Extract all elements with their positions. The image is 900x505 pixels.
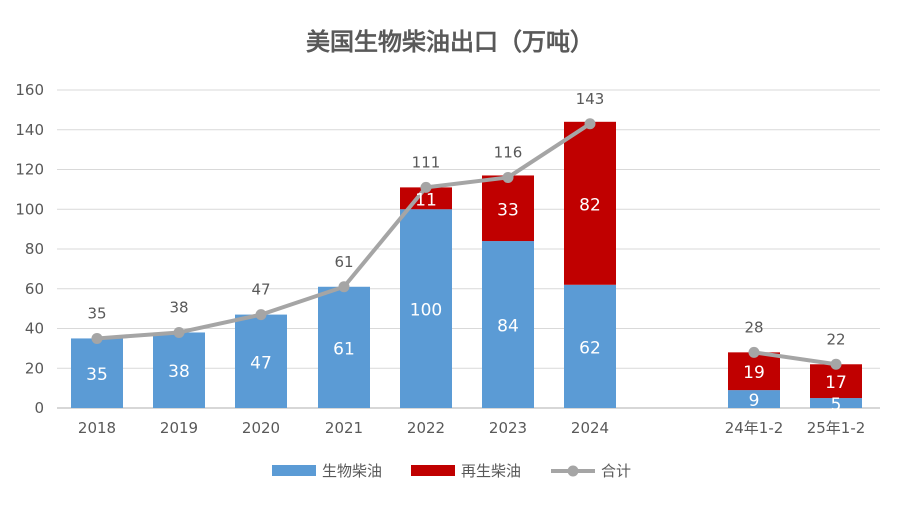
bar-renewable-diesel — [564, 121, 616, 285]
x-tick-label: 2018 — [78, 419, 116, 437]
bar-renewable-diesel — [482, 175, 534, 242]
bars — [71, 121, 862, 408]
x-tick-label: 2021 — [325, 419, 363, 437]
legend-swatch-biodiesel — [272, 465, 316, 476]
y-tick-label: 20 — [25, 359, 44, 377]
bar-value-label: 61 — [333, 339, 355, 359]
y-tick-label: 80 — [25, 240, 44, 258]
bar-value-label: 9 — [749, 391, 760, 411]
x-tick-label: 24年1-2 — [725, 419, 784, 437]
x-tick-label: 2023 — [489, 419, 527, 437]
bar-biodiesel — [564, 284, 616, 408]
bar-biodiesel — [728, 390, 780, 408]
total-value-label: 35 — [87, 304, 106, 322]
total-value-label: 111 — [412, 153, 441, 171]
y-tick-label: 160 — [15, 81, 44, 99]
total-value-label: 22 — [826, 330, 845, 348]
x-tick-label: 2019 — [160, 419, 198, 437]
total-point — [338, 281, 350, 293]
bar-value-label: 33 — [497, 200, 519, 220]
bar-biodiesel — [235, 314, 287, 408]
bar-value-label: 82 — [579, 195, 601, 215]
total-point — [748, 346, 760, 358]
y-tick-label: 100 — [15, 200, 44, 218]
chart-title: 美国生物柴油出口（万吨） — [306, 28, 594, 56]
x-tick-label: 25年1-2 — [807, 419, 866, 437]
total-value-label: 61 — [334, 253, 353, 271]
x-tick-label: 2020 — [242, 419, 280, 437]
bar-value-label: 35 — [86, 365, 108, 385]
bar-value-label: 5 — [831, 395, 842, 415]
bar-biodiesel — [400, 209, 452, 408]
total-value-label: 28 — [744, 318, 763, 336]
bar-renewable-diesel — [810, 364, 862, 399]
bar-renewable-diesel — [728, 352, 780, 391]
bar-value-label: 47 — [250, 353, 272, 373]
legend-swatch-total-point — [567, 465, 579, 477]
total-point — [91, 332, 103, 344]
total-point — [502, 171, 514, 183]
total-point — [584, 118, 596, 130]
legend-swatch-renewable-diesel — [411, 465, 455, 476]
bar-biodiesel — [71, 338, 123, 408]
y-tick-label: 120 — [15, 161, 44, 179]
bar-value-label: 62 — [579, 338, 601, 358]
bar-value-label: 17 — [825, 373, 847, 393]
total-point — [173, 326, 185, 338]
y-tick-label: 0 — [34, 399, 44, 417]
data-labels: 35 38 47 61 100 11 84 33 62 82 9 19 517 35 38 47 61 111 11… — [86, 90, 847, 415]
bar-biodiesel — [318, 286, 370, 408]
y-tick-label: 40 — [25, 320, 44, 338]
bar-value-label: 100 — [410, 301, 442, 321]
total-value-label: 47 — [251, 281, 270, 299]
bar-biodiesel — [153, 332, 205, 408]
total-value-label: 116 — [494, 143, 523, 161]
x-tick-label: 2022 — [407, 419, 445, 437]
bar-value-label: 19 — [743, 363, 765, 383]
legend-label: 合计 — [601, 462, 631, 480]
bar-biodiesel — [482, 241, 534, 408]
total-line — [91, 118, 842, 370]
y-tick-label: 60 — [25, 280, 44, 298]
bar-value-label: 84 — [497, 317, 519, 337]
bar-value-label: 38 — [168, 362, 190, 382]
legend-label: 生物柴油 — [322, 462, 382, 480]
bar-value-label: 11 — [415, 190, 437, 210]
total-value-label: 38 — [169, 298, 188, 316]
bar-biodiesel — [810, 398, 862, 408]
total-point — [255, 309, 267, 321]
total-line-segment — [753, 350, 837, 367]
y-tick-label: 140 — [15, 121, 44, 139]
total-point — [830, 358, 842, 370]
legend: 生物柴油 再生柴油 合计 — [272, 462, 631, 480]
total-value-label: 143 — [576, 90, 605, 108]
legend-label: 再生柴油 — [461, 462, 521, 480]
x-tick-label: 2024 — [571, 419, 609, 437]
total-point — [420, 181, 432, 193]
